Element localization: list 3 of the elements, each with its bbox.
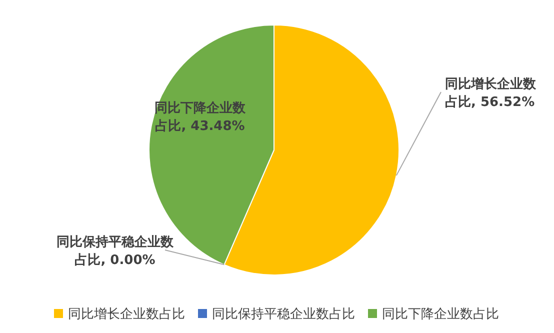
- legend-label: 同比下降企业数占比: [382, 307, 499, 322]
- legend-label: 同比增长企业数占比: [68, 307, 185, 322]
- legend-label: 同比保持平稳企业数占比: [212, 307, 355, 322]
